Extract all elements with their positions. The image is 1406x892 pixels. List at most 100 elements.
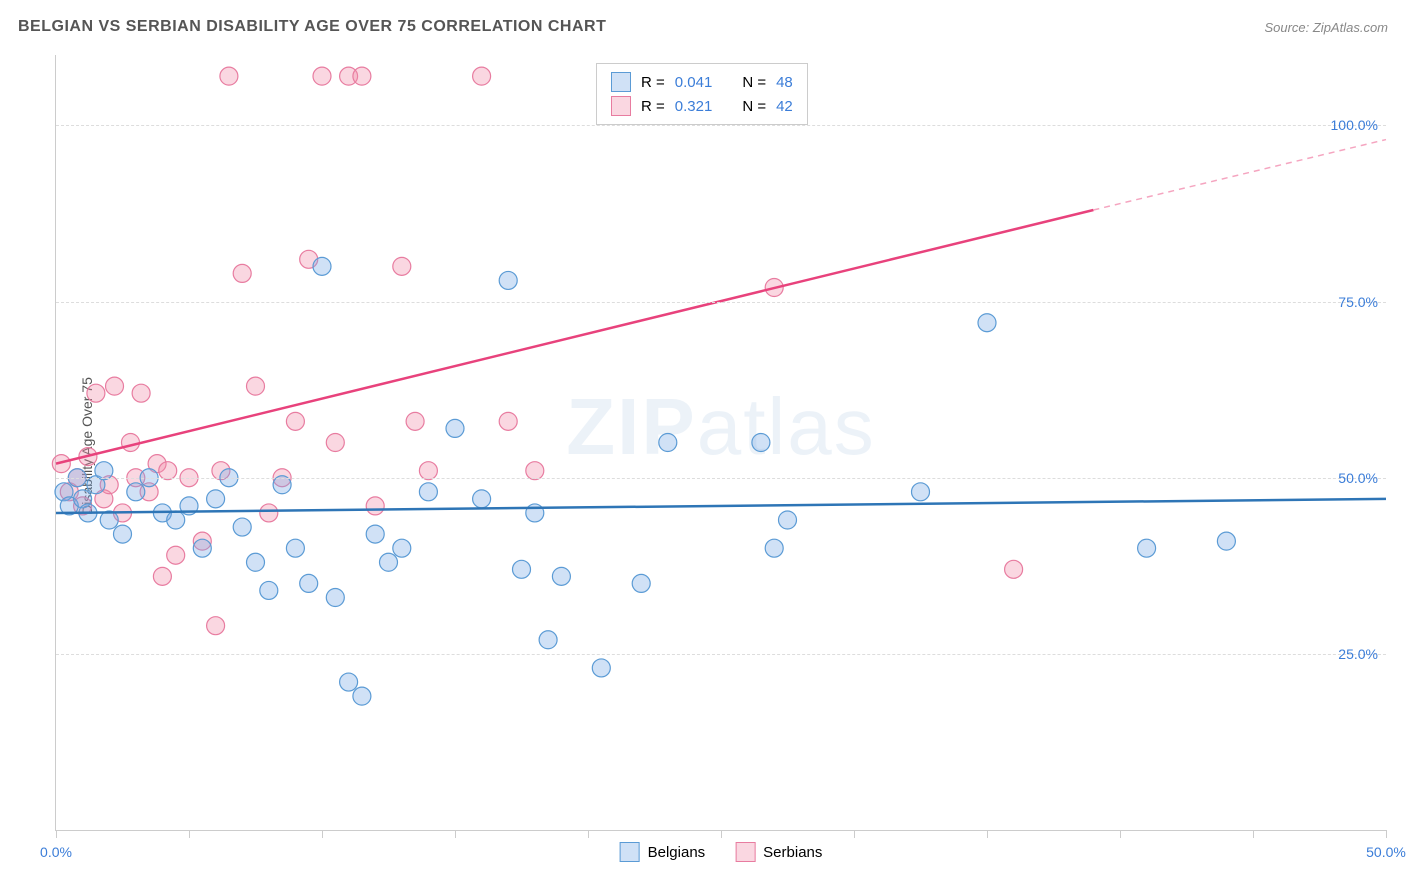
n-label: N = (742, 98, 766, 115)
data-point (632, 574, 650, 592)
data-point (366, 525, 384, 543)
swatch-serbians-legend (735, 842, 755, 862)
chart-container: BELGIAN VS SERBIAN DISABILITY AGE OVER 7… (0, 0, 1406, 892)
data-point (114, 525, 132, 543)
x-tick (189, 830, 190, 838)
data-point (167, 511, 185, 529)
x-tick (56, 830, 57, 838)
data-point (393, 539, 411, 557)
data-point (419, 483, 437, 501)
x-tick (987, 830, 988, 838)
data-point (912, 483, 930, 501)
data-point (1138, 539, 1156, 557)
x-tick (588, 830, 589, 838)
data-point (1005, 560, 1023, 578)
data-point (106, 377, 124, 395)
source-attribution: Source: ZipAtlas.com (1264, 20, 1388, 35)
data-point (233, 264, 251, 282)
data-point (779, 511, 797, 529)
legend-label-belgians: Belgians (648, 844, 706, 861)
data-point (260, 504, 278, 522)
x-tick-label: 50.0% (1366, 844, 1406, 860)
trend-line (56, 499, 1386, 513)
data-point (765, 539, 783, 557)
data-point (193, 539, 211, 557)
stats-row-serbians: R = 0.321 N = 42 (611, 94, 793, 118)
x-tick (1253, 830, 1254, 838)
data-point (233, 518, 251, 536)
data-point (326, 434, 344, 452)
data-point (247, 377, 265, 395)
data-point (247, 553, 265, 571)
data-point (659, 434, 677, 452)
data-point (132, 384, 150, 402)
stats-row-belgians: R = 0.041 N = 48 (611, 70, 793, 94)
data-point (499, 271, 517, 289)
data-point (539, 631, 557, 649)
data-point (446, 419, 464, 437)
legend-bottom: Belgians Serbians (620, 842, 823, 862)
data-point (353, 687, 371, 705)
x-tick (1386, 830, 1387, 838)
data-point (513, 560, 531, 578)
r-label: R = (641, 98, 665, 115)
grid-line (56, 302, 1386, 303)
r-label: R = (641, 74, 665, 91)
data-point (127, 483, 145, 501)
trend-line (1093, 140, 1386, 210)
plot-area: ZIPatlas R = 0.041 N = 48 R = 0.321 N = … (55, 55, 1386, 831)
data-point (207, 490, 225, 508)
x-tick-label: 0.0% (40, 844, 72, 860)
data-point (260, 581, 278, 599)
data-point (592, 659, 610, 677)
trend-line (56, 210, 1093, 464)
data-point (499, 412, 517, 430)
n-value-serbians: 42 (776, 98, 793, 115)
x-tick (1120, 830, 1121, 838)
data-point (366, 497, 384, 515)
data-point (473, 67, 491, 85)
data-point (121, 434, 139, 452)
swatch-belgians (611, 72, 631, 92)
data-point (87, 384, 105, 402)
data-point (340, 673, 358, 691)
n-label: N = (742, 74, 766, 91)
data-point (313, 67, 331, 85)
data-point (220, 67, 238, 85)
y-tick-label: 100.0% (1331, 117, 1378, 133)
data-point (167, 546, 185, 564)
data-point (1217, 532, 1235, 550)
data-point (207, 617, 225, 635)
data-point (353, 67, 371, 85)
y-tick-label: 75.0% (1338, 294, 1378, 310)
chart-title: BELGIAN VS SERBIAN DISABILITY AGE OVER 7… (18, 18, 606, 36)
legend-item-serbians: Serbians (735, 842, 822, 862)
x-tick (322, 830, 323, 838)
header: BELGIAN VS SERBIAN DISABILITY AGE OVER 7… (18, 18, 1388, 36)
y-tick-label: 50.0% (1338, 470, 1378, 486)
data-point (286, 412, 304, 430)
data-point (978, 314, 996, 332)
data-point (153, 567, 171, 585)
data-point (313, 257, 331, 275)
data-point (286, 539, 304, 557)
r-value-belgians: 0.041 (675, 74, 713, 91)
swatch-serbians (611, 96, 631, 116)
data-point (473, 490, 491, 508)
stats-legend-box: R = 0.041 N = 48 R = 0.321 N = 42 (596, 63, 808, 125)
data-point (380, 553, 398, 571)
r-value-serbians: 0.321 (675, 98, 713, 115)
data-point (393, 257, 411, 275)
grid-line (56, 478, 1386, 479)
data-point (326, 589, 344, 607)
y-tick-label: 25.0% (1338, 646, 1378, 662)
data-point (552, 567, 570, 585)
data-point (52, 455, 70, 473)
swatch-belgians-legend (620, 842, 640, 862)
n-value-belgians: 48 (776, 74, 793, 91)
legend-item-belgians: Belgians (620, 842, 706, 862)
x-tick (721, 830, 722, 838)
legend-label-serbians: Serbians (763, 844, 822, 861)
x-tick (455, 830, 456, 838)
data-point (300, 574, 318, 592)
